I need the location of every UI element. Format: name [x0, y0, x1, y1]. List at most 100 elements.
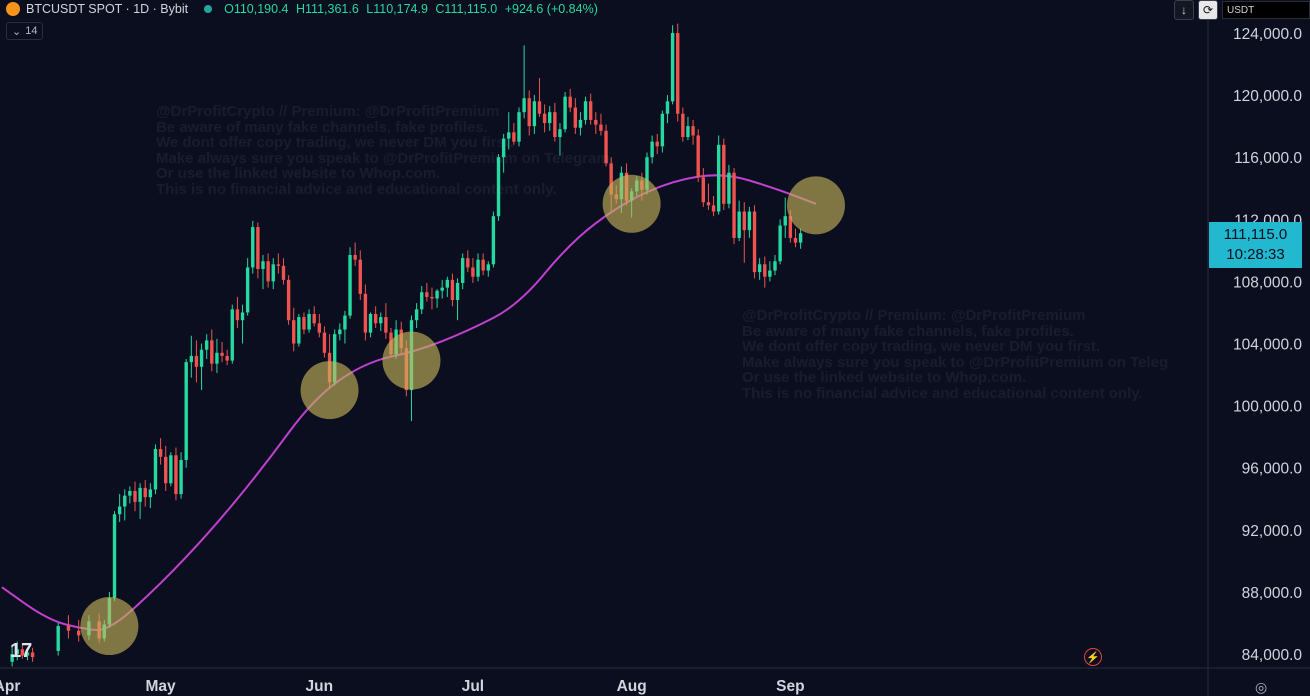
indicator-count: 14 — [25, 25, 38, 37]
candle-body — [716, 144, 721, 212]
last-price: 111,115.0 — [1223, 226, 1288, 243]
candle-body — [757, 264, 762, 273]
candle-body — [194, 355, 199, 367]
candle-body — [174, 455, 178, 495]
y-tick-label: 104,000.0 — [1233, 337, 1302, 354]
candle-body — [793, 237, 798, 243]
candle-body — [496, 157, 501, 217]
candle-body — [302, 317, 306, 330]
candle-body — [169, 455, 173, 484]
candle-body — [594, 119, 598, 125]
highlight-circle — [80, 597, 139, 656]
candle-body — [240, 312, 245, 321]
candle-body — [599, 124, 603, 131]
candle-body — [179, 459, 183, 495]
candle-body — [158, 449, 163, 457]
candle-body — [553, 112, 557, 138]
candle-body — [66, 626, 71, 631]
candle-body — [353, 255, 357, 260]
candle-body — [481, 259, 485, 271]
candle-body — [215, 352, 219, 364]
candle-body — [384, 317, 388, 333]
candle-body — [686, 126, 690, 138]
candle-body — [660, 113, 665, 147]
bolt-icon[interactable]: ⚡ — [1084, 648, 1102, 666]
candle-body — [527, 98, 531, 127]
candle-body — [440, 287, 444, 291]
x-tick-label: Jul — [462, 678, 484, 695]
candle-body — [123, 495, 127, 507]
candle-body — [358, 259, 362, 294]
candle-body — [153, 449, 158, 490]
candle-body — [251, 227, 255, 268]
symbol-label[interactable]: BTCUSDT SPOT · 1D · Bybit — [26, 2, 189, 16]
candle-body — [501, 138, 506, 158]
candle-body — [348, 255, 352, 316]
candle-body — [276, 264, 281, 266]
candle-body — [430, 296, 434, 299]
highlight-circle — [382, 331, 441, 390]
bar-countdown: 10:28:33 — [1226, 246, 1285, 263]
candle-body — [148, 489, 153, 498]
candle-body — [184, 362, 188, 460]
candle-body — [210, 340, 214, 364]
candle-body — [373, 314, 378, 324]
candle-body — [563, 96, 567, 130]
indicator-toggle[interactable]: ⌄ 14 — [6, 22, 44, 40]
candle-body — [286, 279, 291, 321]
settings-icon[interactable]: ◎ — [1255, 679, 1268, 695]
candle-body — [56, 626, 60, 651]
moving-average-line — [1, 174, 817, 631]
candle-body — [10, 654, 14, 662]
candle-body — [138, 487, 142, 502]
candle-body — [117, 506, 122, 515]
candle-body — [460, 258, 465, 283]
candle-body — [752, 211, 757, 273]
x-tick-label: Jun — [306, 678, 334, 695]
candle-body — [476, 259, 480, 277]
highlight-circle — [786, 176, 845, 235]
candle-body — [655, 141, 659, 147]
highlight-circle — [602, 174, 661, 233]
candle-body — [588, 101, 593, 120]
candle-body — [297, 317, 301, 344]
download-arrow-icon[interactable]: ↓ — [1174, 0, 1194, 20]
candle-body — [732, 172, 736, 238]
candle-body — [542, 113, 547, 124]
candle-body — [199, 349, 204, 367]
y-tick-label: 108,000.0 — [1233, 274, 1302, 291]
candle-body — [420, 292, 424, 310]
candle-body — [517, 112, 521, 142]
candle-body — [189, 355, 194, 363]
y-tick-label: 84,000.0 — [1242, 647, 1303, 664]
candle-body — [30, 652, 35, 658]
candle-body — [706, 202, 711, 206]
candle-body — [343, 315, 347, 330]
candle-body — [368, 314, 373, 333]
y-tick-label: 116,000.0 — [1234, 150, 1302, 167]
candle-body — [763, 264, 767, 277]
candle-body — [578, 119, 583, 128]
candle-body — [112, 514, 117, 599]
candle-body — [747, 211, 752, 231]
candle-body — [271, 264, 275, 282]
candle-body — [773, 261, 777, 271]
candle-body — [245, 267, 250, 313]
candle-body — [778, 225, 782, 262]
candle-body — [537, 101, 542, 114]
currency-selector[interactable]: USDT — [1222, 1, 1310, 19]
y-tick-label: 100,000.0 — [1233, 399, 1302, 416]
candle-body — [133, 490, 137, 502]
tradingview-logo: 17 — [10, 640, 33, 662]
candle-body — [292, 320, 296, 344]
candle-body — [568, 96, 572, 108]
candle-body — [256, 227, 260, 269]
candle-body — [788, 216, 793, 238]
candle-body — [204, 340, 209, 350]
candle-body — [338, 329, 342, 335]
candle-body — [128, 490, 132, 496]
candle-body — [727, 172, 731, 204]
candle-body — [768, 270, 772, 277]
refresh-icon[interactable]: ⟳ — [1198, 0, 1218, 20]
